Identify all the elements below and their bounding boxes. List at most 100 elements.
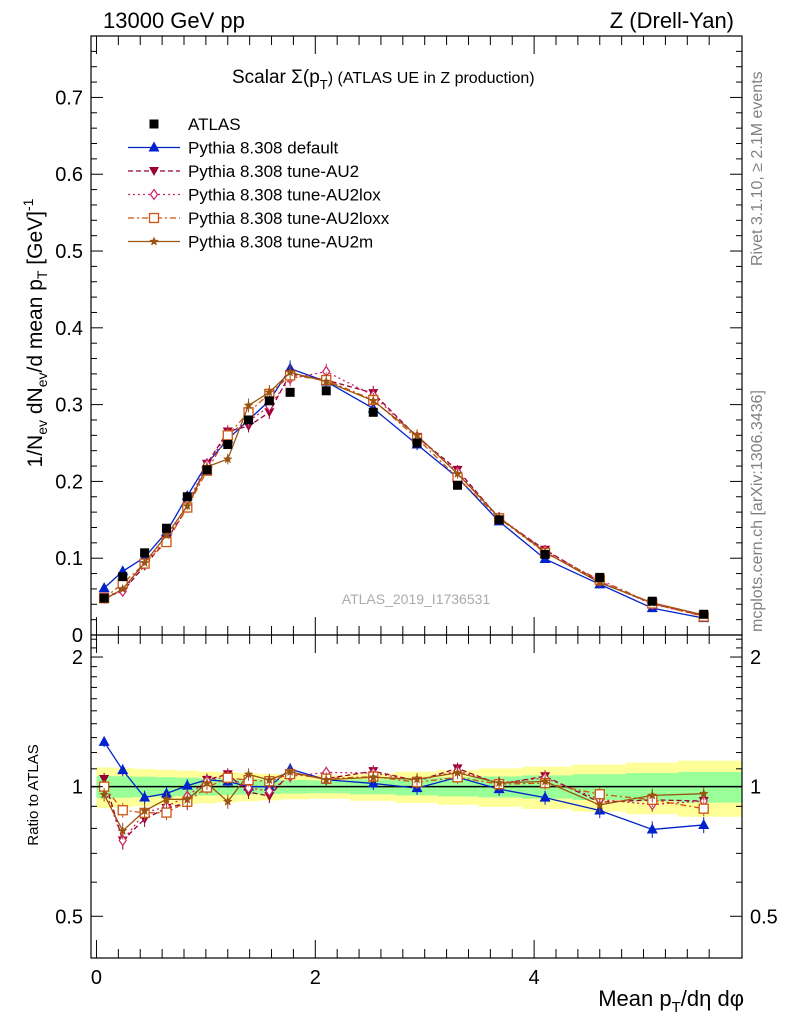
series-point: [223, 454, 233, 464]
ratio-axis-label: Ratio to ATLAS: [25, 744, 42, 845]
ratio-point: [699, 788, 709, 798]
ratio-point: [244, 781, 253, 795]
ratio-point: [139, 791, 151, 802]
atlas-data-point: [285, 387, 295, 397]
series-point: [595, 577, 605, 587]
collision-label: 13000 GeV pp: [103, 8, 245, 33]
ratio-point: [99, 775, 110, 785]
legend-marker: [149, 167, 159, 176]
ratio-point: [539, 791, 551, 802]
ratio-point: [98, 735, 110, 746]
ratio-point: [202, 778, 212, 788]
series-point: [161, 530, 172, 540]
series-point: [412, 430, 422, 440]
y-tick-label: 0: [72, 625, 83, 647]
chart-title: Scalar Σ(pT) (ATLAS UE in Z production): [232, 67, 535, 92]
y-tick-label: 0.4: [55, 318, 83, 340]
ratio-point: [285, 766, 295, 776]
ratio-point: [594, 789, 605, 800]
ratio-point: [161, 807, 172, 818]
x-axis-label: Mean pT/dη dφ: [598, 986, 744, 1016]
legend-marker: [149, 119, 159, 129]
atlas-data-point: [161, 523, 171, 533]
ratio-point: [99, 789, 109, 799]
series-point: [243, 400, 254, 410]
ratio-tick-label-right: 2: [750, 647, 761, 669]
ratio-point: [118, 834, 127, 847]
legend-label: Pythia 8.308 default: [188, 139, 339, 158]
atlas-data-point: [140, 548, 150, 558]
atlas-data-point: [453, 480, 463, 490]
atlas-data-point: [321, 386, 331, 396]
series-line: [103, 374, 704, 618]
series-point: [285, 367, 295, 377]
series-point: [368, 395, 378, 405]
y-tick-label: 0.7: [55, 87, 83, 109]
series-point: [98, 582, 110, 593]
y-tick-label: 0.6: [55, 164, 83, 186]
legend: ATLAS Pythia 8.308 default Pythia 8.308 tu…: [128, 115, 390, 252]
atlas-data-point: [118, 572, 128, 582]
analysis-watermark: ATLAS_2019_I1736531: [342, 591, 491, 607]
atlas-data-point: [244, 415, 254, 425]
atlas-data-point: [368, 407, 378, 417]
ratio-point: [540, 776, 550, 786]
y-tick-label: 0.3: [55, 395, 83, 417]
ratio-point: [264, 775, 275, 785]
legend-label: ATLAS: [188, 115, 241, 134]
series-line: [103, 371, 704, 616]
legend-marker: [148, 141, 160, 152]
ratio-point: [139, 805, 150, 815]
atlas-data-point: [99, 593, 109, 603]
ratio-point: [222, 772, 233, 783]
atlas-data-point: [202, 465, 212, 475]
atlas-data-point: [540, 549, 550, 559]
atlas-data-point: [647, 596, 657, 606]
series-point: [182, 501, 192, 510]
legend-marker: [148, 212, 160, 224]
ratio-point: [118, 825, 128, 835]
ratio-point: [494, 777, 504, 787]
rivet-version-label: Rivet 3.1.10, ≥ 2.1M events: [749, 71, 766, 266]
mcplots-label: mcplots.cern.ch [arXiv:1306.3436]: [749, 390, 766, 632]
atlas-data-point: [264, 396, 274, 406]
atlas-data-point: [412, 438, 422, 448]
ratio-point: [452, 767, 463, 777]
atlas-data-point: [223, 440, 233, 450]
ratio-point: [368, 772, 378, 782]
legend-label: Pythia 8.308 tune-AU2m: [188, 233, 373, 252]
ratio-point: [117, 764, 129, 775]
x-tick-label: 4: [529, 967, 540, 989]
atlas-data-point: [595, 572, 605, 582]
y-tick-label: 0.2: [55, 471, 83, 493]
ratio-point: [243, 769, 254, 779]
ratio-point: [161, 794, 172, 804]
legend-label: Pythia 8.308 tune-AU2lox: [188, 186, 381, 205]
ratio-point: [265, 784, 274, 798]
x-tick-label: 0: [91, 967, 102, 989]
series-point: [222, 430, 233, 441]
atlas-data-point: [182, 492, 192, 502]
ratio-point: [698, 818, 710, 829]
series-point: [452, 468, 463, 478]
series-point: [139, 557, 150, 567]
ratio-point: [321, 774, 331, 784]
legend-label: Pythia 8.308 tune-AU2loxx: [188, 209, 390, 228]
ratio-point: [595, 800, 605, 809]
process-label: Z (Drell-Yan): [610, 8, 734, 33]
y-tick-label: 0.5: [55, 241, 83, 263]
y-axis-label: 1/Nev dNev/d mean pT [GeV]-1: [20, 198, 50, 467]
ratio-point: [182, 794, 192, 804]
ratio-tick-label: 2: [72, 647, 83, 669]
legend-label: Pythia 8.308 tune-AU2: [188, 162, 359, 181]
series-line: [103, 373, 704, 617]
ratio-tick-label: 1: [72, 777, 83, 799]
series-point: [118, 583, 128, 593]
ratio-point: [223, 796, 233, 806]
y-tick-label: 0.1: [55, 548, 83, 570]
ratio-point: [698, 803, 709, 814]
ratio-point: [181, 779, 193, 790]
ratio-tick-label-right: 1: [750, 777, 761, 799]
ratio-panel: 0 2 4 0.5 0.5 1 1 2 2 Ratio to ATLAS: [25, 634, 778, 989]
